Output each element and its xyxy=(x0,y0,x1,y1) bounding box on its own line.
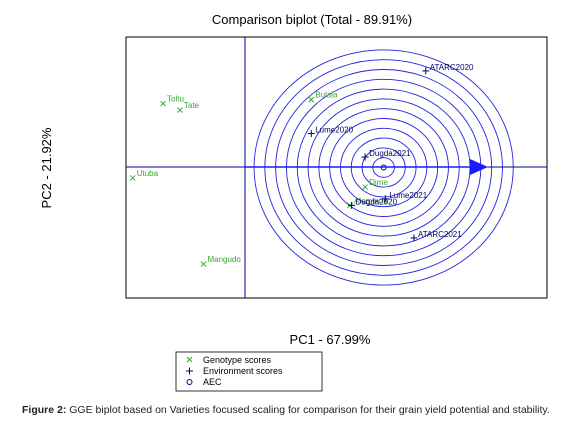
figure-caption: Figure 2: GGE biplot based on Varieties … xyxy=(22,404,562,416)
environment-label: Dugda2020 xyxy=(356,197,398,206)
environment-point: Dugda2021 xyxy=(361,149,411,161)
legend: Genotype scores Environment scores AEC xyxy=(175,351,323,392)
environment-point: Dugda2020 xyxy=(348,197,398,209)
environment-point: Lume2020 xyxy=(307,126,354,138)
biplot-chart: Comparison biplot (Total - 89.91%) Toltu… xyxy=(39,12,548,392)
y-axis-title: PC2 - 21.92% xyxy=(39,127,54,208)
legend-label-environment: Environment scores xyxy=(203,366,283,376)
caption-text: GGE biplot based on Varieties focused sc… xyxy=(69,404,550,416)
caption-label: Figure 2: xyxy=(22,404,67,416)
legend-label-aec: AEC xyxy=(203,377,222,387)
genotype-label: Toltu xyxy=(167,95,184,104)
genotype-label: Alemtena xyxy=(354,196,388,205)
genotype-label: Tate xyxy=(184,101,200,110)
legend-label-genotype: Genotype scores xyxy=(203,355,272,365)
x-axis-title: PC1 - 67.99% xyxy=(290,332,371,347)
genotype-point: Mangudo xyxy=(200,255,241,267)
environment-label: Dugda2021 xyxy=(369,149,411,158)
environment-label: ATARC2021 xyxy=(418,230,462,239)
legend-genotype-symbol xyxy=(186,356,193,363)
environment-label: ATARC2020 xyxy=(430,63,474,72)
genotype-label: Utuba xyxy=(137,169,159,178)
genotype-label: Mangudo xyxy=(207,255,241,264)
genotype-label: Bulala xyxy=(315,91,338,100)
genotype-point: Bulala xyxy=(308,91,338,103)
aec-arrow-head xyxy=(470,159,488,175)
genotype-point: Toltu xyxy=(160,95,184,107)
genotype-point: Dime xyxy=(362,178,388,190)
environment-label: Lume2020 xyxy=(315,126,353,135)
genotype-label: Dime xyxy=(369,178,388,187)
environment-point: Lume2021 xyxy=(381,191,428,203)
genotype-point: Tate xyxy=(177,101,200,113)
environment-point: ATARC2020 xyxy=(422,63,474,75)
genotype-point: Utuba xyxy=(129,169,159,181)
environment-label: Lume2021 xyxy=(389,191,427,200)
environment-point: ATARC2021 xyxy=(410,230,462,242)
chart-title: Comparison biplot (Total - 89.91%) xyxy=(212,12,412,27)
legend-symbols xyxy=(186,356,193,385)
legend-aec-symbol xyxy=(186,379,193,385)
legend-box xyxy=(175,351,323,392)
